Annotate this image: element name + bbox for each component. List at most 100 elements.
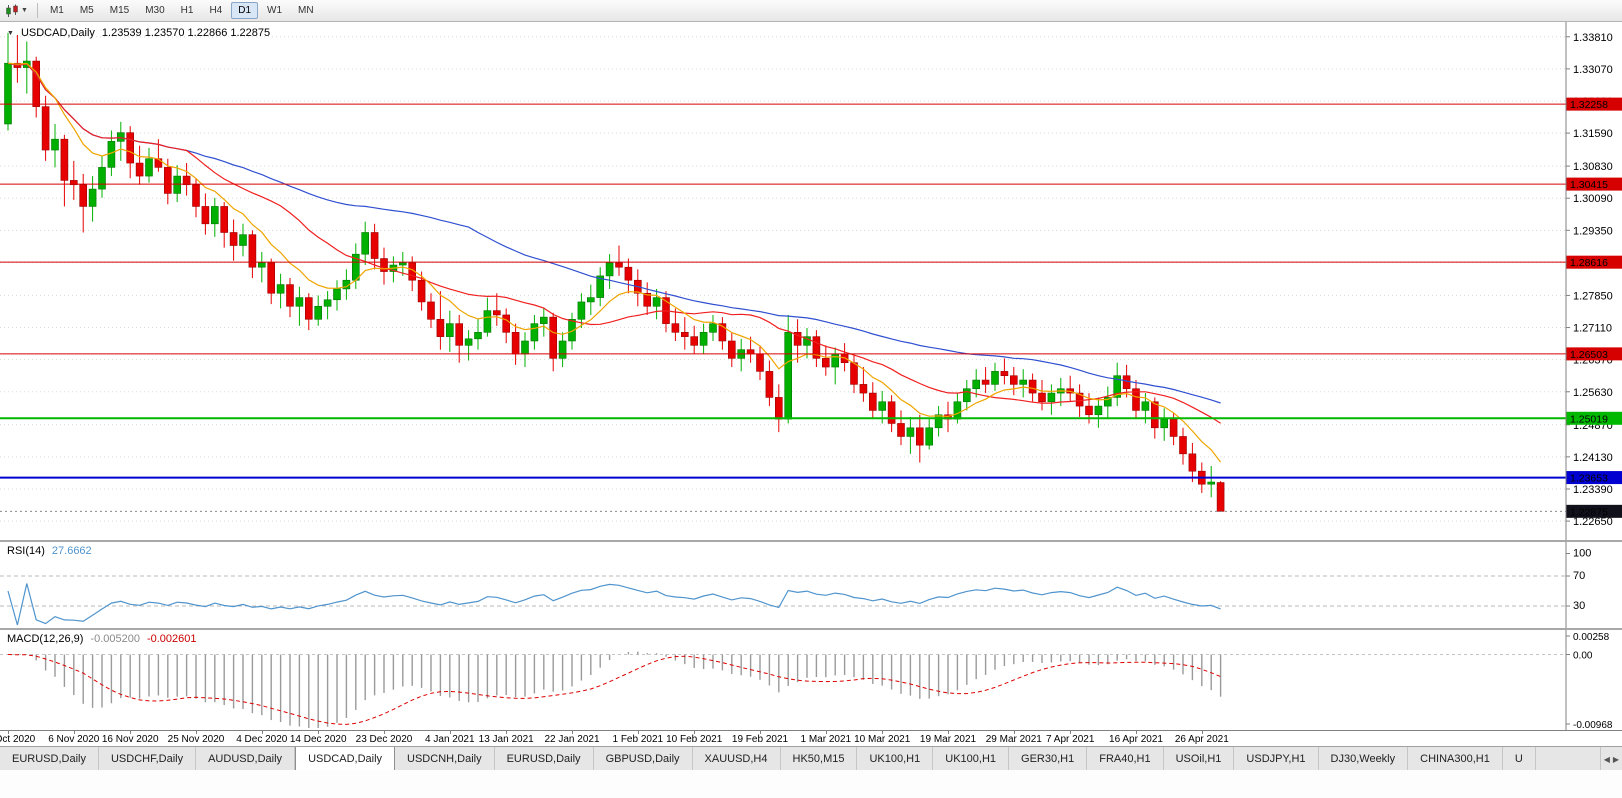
chart-tab-ger30-h1[interactable]: GER30,H1 xyxy=(1009,747,1088,770)
chart-tab-list: EURUSD,Daily USDCHF,Daily AUDUSD,Daily USDC… xyxy=(0,747,1622,770)
time-axis-tick xyxy=(948,731,949,734)
current-price-tag xyxy=(1566,504,1622,518)
date-label: 29 Mar 2021 xyxy=(985,734,1042,745)
chart-tab-dj30-weekly[interactable]: DJ30,Weekly xyxy=(1318,747,1409,770)
price-tag xyxy=(1566,255,1622,269)
price-axis-label: 1.23390 xyxy=(1573,484,1613,496)
rsi-indicator-panel[interactable]: 100 70 30 xyxy=(0,542,1622,628)
chart-tab-uk100-h1[interactable]: UK100,H1 xyxy=(857,747,934,770)
chart-tab-china300-h1[interactable]: CHINA300,H1 xyxy=(1408,747,1503,770)
timeframe-button-w1[interactable]: W1 xyxy=(267,5,283,16)
chart-tab-eurusd-daily[interactable]: EURUSD,Daily xyxy=(494,747,594,770)
chart-tab-xauusd-h4[interactable]: XAUUSD,H4 xyxy=(692,747,781,770)
time-axis-tick xyxy=(1070,731,1072,734)
macd-signal-value: -0.002601 xyxy=(146,633,197,645)
time-axis-tick xyxy=(384,731,385,734)
date-label: 16 Nov 2020 xyxy=(101,734,159,745)
price-axis-label: 1.22650 xyxy=(1573,516,1613,528)
time-axis-tick xyxy=(1201,731,1203,734)
symbol-triangle-icon: ▼ xyxy=(7,29,14,37)
ma-sma-20-line xyxy=(7,62,1221,424)
date-label: 7 Apr 2021 xyxy=(1046,734,1095,745)
date-label: 16 Apr 2021 xyxy=(1109,734,1163,745)
timeframe-button-m5[interactable]: M5 xyxy=(79,5,94,16)
chart-tab-usdcad-daily[interactable]: USDCAD,Daily xyxy=(295,747,396,770)
chart-tab-usdchf-daily[interactable]: USDCHF,Daily xyxy=(98,747,197,770)
macd-signal-line xyxy=(7,654,1221,725)
price-tag xyxy=(1566,97,1622,111)
time-axis-tick xyxy=(694,731,696,734)
tabs-scroll-right-button[interactable]: ▶ xyxy=(1612,754,1619,764)
date-label: 4 Dec 2020 xyxy=(236,734,288,745)
timeframe-button-m1[interactable]: M1 xyxy=(49,5,64,16)
price-tag xyxy=(1566,411,1622,425)
time-axis-tick xyxy=(825,731,827,734)
price-axis-label: 1.24130 xyxy=(1573,452,1613,464)
chart-tab-usdjpy-h1[interactable]: USDJPY,H1 xyxy=(1234,747,1319,770)
macd-histogram xyxy=(16,651,1222,728)
chart-tab-hk50-m15[interactable]: HK50,M15 xyxy=(780,747,858,770)
time-axis-tick xyxy=(261,731,263,734)
date-label: 19 Mar 2021 xyxy=(919,734,977,745)
date-label: 25 Nov 2020 xyxy=(167,734,225,745)
timeframes-toolbar: ▼ M1 M5 M15 M30 H1 H4 D1 W1 MN xyxy=(0,0,1622,22)
date-label: 1 Feb 2021 xyxy=(612,734,664,745)
chart-type-icon[interactable] xyxy=(5,4,19,18)
ma-ema-9-line xyxy=(7,62,1222,463)
ohlc-values: 1.23539 1.23570 1.22866 1.22875 xyxy=(101,27,271,39)
time-axis-tick xyxy=(1136,731,1137,734)
date-label: 26 Apr 2021 xyxy=(1174,734,1229,745)
timeframe-button-m15[interactable]: M15 xyxy=(109,5,130,16)
time-axis-tick xyxy=(572,731,573,734)
time-axis-tick xyxy=(8,731,9,734)
ma-sma-50-line xyxy=(7,62,1221,404)
date-label: 10 Feb 2021 xyxy=(666,734,723,745)
svg-text:1.30415: 1.30415 xyxy=(1570,179,1608,191)
date-label: 6 Nov 2020 xyxy=(48,734,100,745)
rsi-axis-label: 100 xyxy=(1573,548,1591,560)
macd-axis-label: 0.00258 xyxy=(1573,632,1610,643)
toolbar-separator xyxy=(36,3,38,18)
macd-main-value: -0.005200 xyxy=(90,633,140,645)
chart-tab-fra40-h1[interactable]: FRA40,H1 xyxy=(1087,747,1164,770)
timeframe-buttons-group: M1 M5 M15 M30 H1 H4 D1 W1 MN xyxy=(43,2,321,19)
timeframe-button-mn[interactable]: MN xyxy=(298,5,314,16)
chart-tab-usoil-h1[interactable]: USOil,H1 xyxy=(1163,747,1235,770)
time-axis-tick xyxy=(760,731,761,734)
tabs-scroll-left-button[interactable]: ◀ xyxy=(1603,754,1610,764)
chart-tab-audusd-daily[interactable]: AUDUSD,Daily xyxy=(196,747,296,770)
chart-tab-u[interactable]: U xyxy=(1502,747,1536,770)
candlesticks xyxy=(4,32,1225,512)
timeframe-button-d1[interactable]: D1 xyxy=(231,2,259,19)
svg-text:1.25019: 1.25019 xyxy=(1570,413,1608,425)
date-label: 1 Mar 2021 xyxy=(800,734,852,745)
time-axis-tick xyxy=(637,731,639,734)
date-label: 10 Mar 2021 xyxy=(854,734,911,745)
macd-name: MACD(12,26,9) xyxy=(7,633,84,645)
date-label: 19 Feb 2021 xyxy=(731,734,789,745)
price-axis-label: 1.30090 xyxy=(1573,193,1613,205)
timeframe-button-m30[interactable]: M30 xyxy=(145,5,165,16)
macd-indicator-panel[interactable]: 0.00258 0.00 -0.00968 xyxy=(0,630,1622,730)
svg-text:1.32258: 1.32258 xyxy=(1570,99,1608,111)
time-axis-tick xyxy=(130,731,132,734)
price-axis-label: 1.33810 xyxy=(1573,32,1613,44)
main-price-chart[interactable]: 1.338101.330701.323301.315901.308301.300… xyxy=(0,22,1622,540)
date-label: 13 Jan 2021 xyxy=(478,734,534,745)
timeframe-button-h4[interactable]: H4 xyxy=(209,5,223,16)
chart-tab-usdcnh-daily[interactable]: USDCNH,Daily xyxy=(395,747,495,770)
time-axis-tick xyxy=(196,731,197,734)
rsi-axis-label: 30 xyxy=(1573,600,1585,612)
date-label: 4 Jan 2021 xyxy=(425,734,475,745)
panel-splitter[interactable] xyxy=(0,628,1622,630)
panel-splitter[interactable] xyxy=(0,540,1622,542)
chart-tab-uk100-h1[interactable]: UK100,H1 xyxy=(933,747,1010,770)
date-label: 23 Dec 2020 xyxy=(355,734,413,745)
chart-dropdown-caret-icon[interactable]: ▼ xyxy=(21,7,28,14)
chart-tab-eurusd-daily[interactable]: EURUSD,Daily xyxy=(0,747,99,770)
timeframe-button-h1[interactable]: H1 xyxy=(180,5,194,16)
chart-tab-gbpusd-daily[interactable]: GBPUSD,Daily xyxy=(593,747,693,770)
rsi-axis-label: 70 xyxy=(1573,570,1585,582)
